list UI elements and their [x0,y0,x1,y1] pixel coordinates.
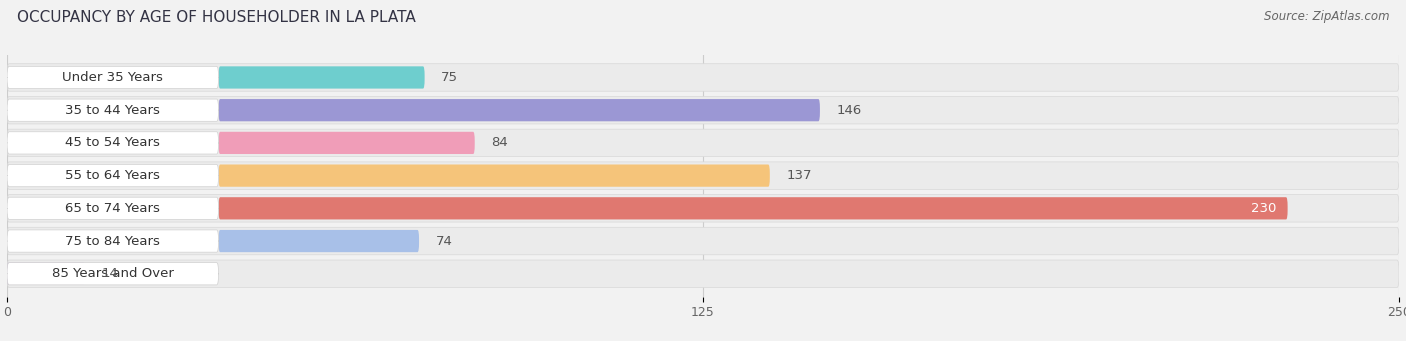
FancyBboxPatch shape [218,99,820,121]
Text: 230: 230 [1251,202,1277,215]
Text: 137: 137 [786,169,813,182]
FancyBboxPatch shape [218,197,1288,220]
Text: Source: ZipAtlas.com: Source: ZipAtlas.com [1264,10,1389,23]
Text: 74: 74 [436,235,453,248]
FancyBboxPatch shape [218,66,425,89]
Text: 75 to 84 Years: 75 to 84 Years [66,235,160,248]
FancyBboxPatch shape [7,164,218,187]
Text: 35 to 44 Years: 35 to 44 Years [66,104,160,117]
Text: 14: 14 [101,267,118,280]
FancyBboxPatch shape [218,132,475,154]
FancyBboxPatch shape [218,164,770,187]
FancyBboxPatch shape [7,129,1399,157]
FancyBboxPatch shape [7,195,1399,222]
FancyBboxPatch shape [7,64,1399,91]
FancyBboxPatch shape [7,99,218,121]
FancyBboxPatch shape [7,97,1399,124]
FancyBboxPatch shape [7,230,218,252]
Text: 45 to 54 Years: 45 to 54 Years [66,136,160,149]
Text: 85 Years and Over: 85 Years and Over [52,267,174,280]
Text: Under 35 Years: Under 35 Years [62,71,163,84]
Text: 65 to 74 Years: 65 to 74 Years [66,202,160,215]
Text: 146: 146 [837,104,862,117]
FancyBboxPatch shape [7,263,218,285]
Text: 75: 75 [441,71,458,84]
FancyBboxPatch shape [218,230,419,252]
FancyBboxPatch shape [7,227,1399,255]
FancyBboxPatch shape [7,162,1399,189]
FancyBboxPatch shape [7,132,218,154]
FancyBboxPatch shape [7,197,218,220]
Text: 84: 84 [492,136,508,149]
Text: OCCUPANCY BY AGE OF HOUSEHOLDER IN LA PLATA: OCCUPANCY BY AGE OF HOUSEHOLDER IN LA PL… [17,10,416,25]
FancyBboxPatch shape [7,263,84,285]
FancyBboxPatch shape [7,260,1399,287]
FancyBboxPatch shape [7,66,218,89]
Text: 55 to 64 Years: 55 to 64 Years [66,169,160,182]
